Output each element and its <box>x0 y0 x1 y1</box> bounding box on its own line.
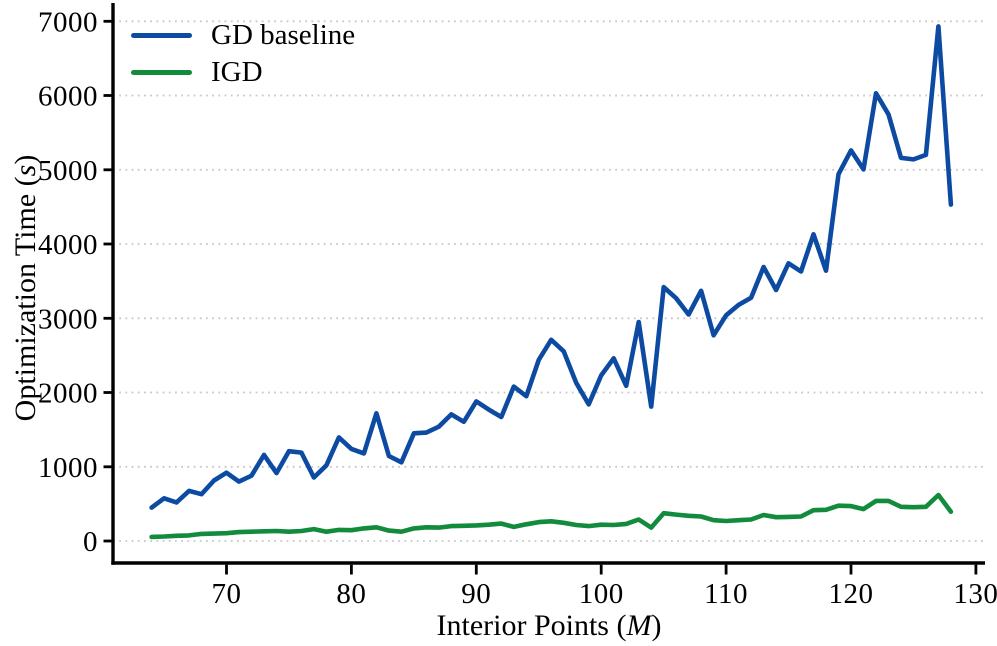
y-axis-label: Optimization Time (s) <box>9 154 42 422</box>
y-tick-label: 2000 <box>38 378 98 410</box>
x-tick-label: 70 <box>212 578 242 610</box>
x-axis-label-text: Interior Points ( <box>436 609 627 642</box>
x-tick-label: 120 <box>829 578 874 610</box>
y-tick-label: 1000 <box>38 452 98 484</box>
x-axis-label-variable: M <box>626 609 652 642</box>
legend-line-swatch-igd <box>131 70 192 75</box>
x-tick-label: 130 <box>953 578 997 610</box>
y-tick-label: 7000 <box>38 6 98 38</box>
x-tick-label: 110 <box>704 578 748 610</box>
legend-item-igd: IGD <box>131 54 355 91</box>
legend-label-igd: IGD <box>211 56 263 88</box>
y-axis-label-suffix: ) <box>9 154 42 165</box>
y-tick-label: 6000 <box>38 81 98 113</box>
legend-item-gd-baseline: GD baseline <box>131 17 355 54</box>
y-tick-label: 3000 <box>38 303 98 335</box>
y-tick-label: 0 <box>83 526 98 558</box>
y-tick-label: 4000 <box>38 229 98 261</box>
legend-label-gd-baseline: GD baseline <box>211 19 356 51</box>
x-axis-label-suffix: ) <box>651 609 662 642</box>
y-tick-label: 5000 <box>38 155 98 187</box>
legend: GD baseline IGD <box>131 17 355 91</box>
y-axis-label-text: Optimization Time ( <box>9 176 42 422</box>
series-line-igd <box>149 492 954 540</box>
x-axis-label: Interior Points (M) <box>113 611 985 641</box>
x-tick-label: 90 <box>461 578 491 610</box>
series-line-gd-baseline <box>149 24 954 510</box>
x-tick-label: 100 <box>579 578 624 610</box>
x-tick-label: 80 <box>336 578 366 610</box>
y-axis-label-variable: s <box>9 164 42 177</box>
legend-line-swatch-gd-baseline <box>131 33 192 38</box>
